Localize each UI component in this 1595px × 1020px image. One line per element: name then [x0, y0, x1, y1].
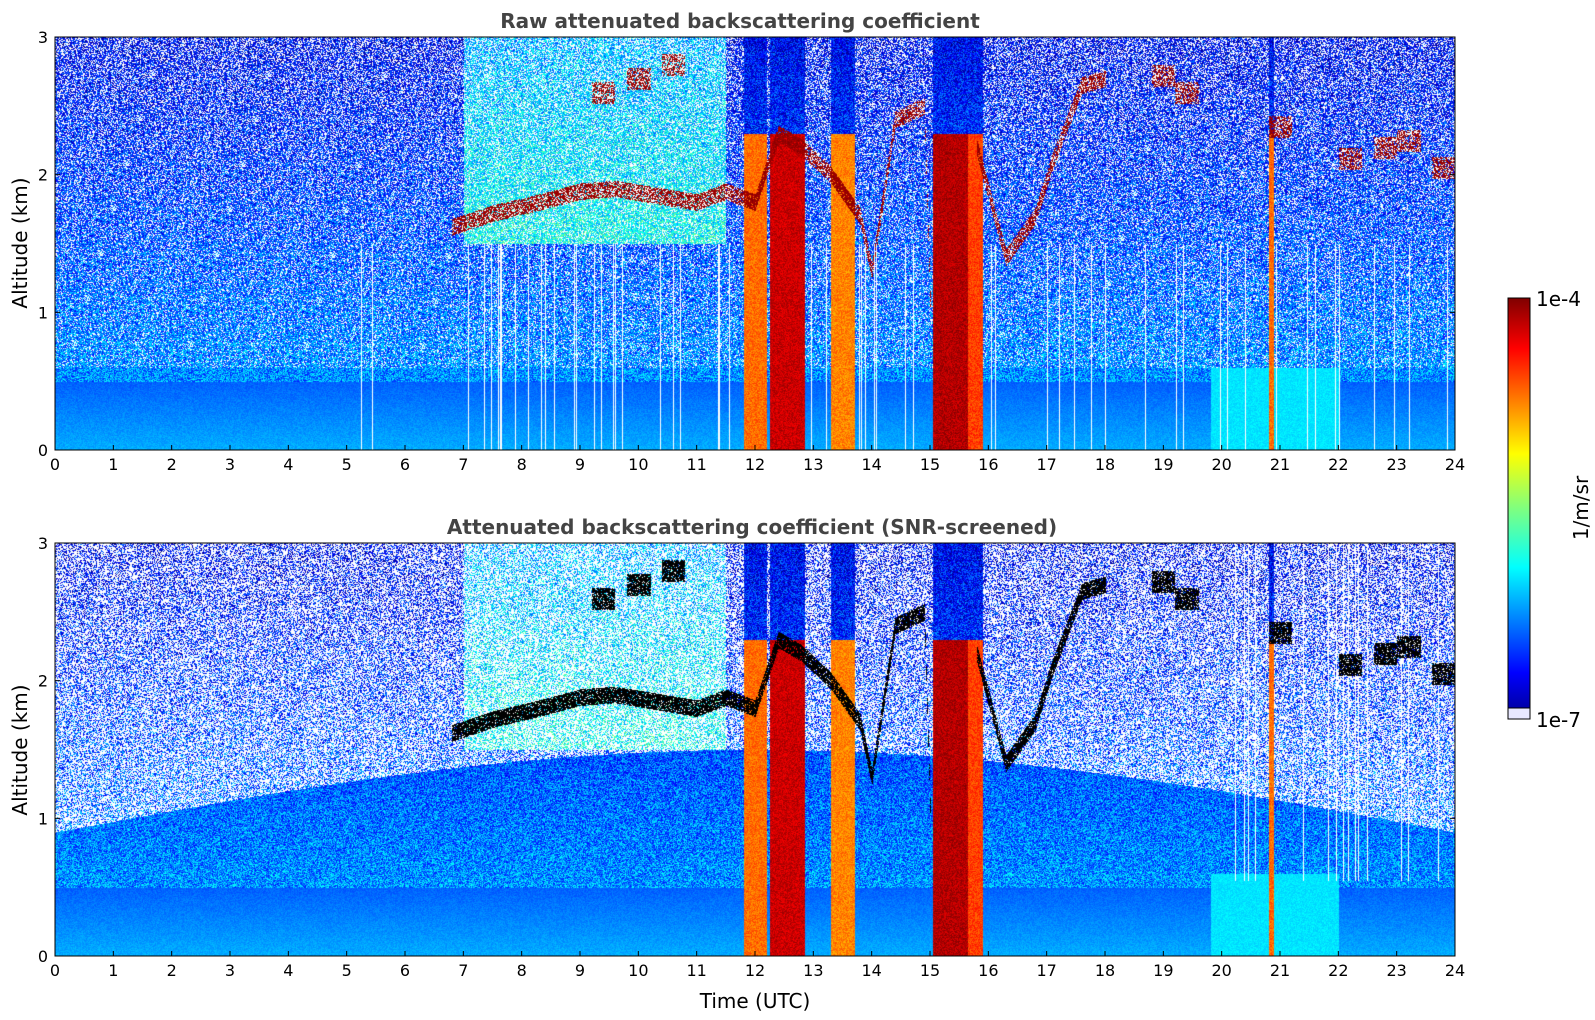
heatmap-screened — [55, 543, 1455, 956]
x-tick-label: 16 — [978, 961, 998, 980]
colorbar-gradient — [1507, 297, 1531, 720]
x-tick-label: 21 — [1270, 961, 1290, 980]
x-tick-label: 4 — [283, 961, 293, 980]
panel-screened: Attenuated backscattering coefficient (S… — [8, 515, 1465, 1013]
x-axis-label: Time (UTC) — [699, 989, 811, 1013]
x-tick-label: 10 — [628, 455, 648, 474]
x-tick-label: 17 — [1036, 455, 1056, 474]
x-tick-label: 11 — [686, 961, 706, 980]
x-tick-label: 21 — [1270, 455, 1290, 474]
x-tick-label: 23 — [1386, 961, 1406, 980]
y-tick-label: 1 — [38, 809, 48, 828]
colorbar-under-color — [1507, 707, 1531, 720]
x-tick-label: 3 — [225, 961, 235, 980]
x-tick-label: 15 — [920, 455, 940, 474]
y-tick-label: 1 — [38, 303, 48, 322]
axes: 0 1 2 3 4 5 6 7 8 9 10 11 12 13 14 15 16 17 18 19 20 21 22 23 24… — [38, 28, 1465, 474]
y-tick-label: 3 — [38, 28, 48, 47]
x-tick-label: 8 — [517, 455, 527, 474]
x-tick-label: 1 — [108, 961, 118, 980]
x-tick-label: 13 — [803, 961, 823, 980]
x-tick-label: 13 — [803, 455, 823, 474]
colorbar-max-label: 1e-4 — [1536, 287, 1581, 311]
x-tick-label: 10 — [628, 961, 648, 980]
x-tick-label: 2 — [167, 961, 177, 980]
x-tick-label: 18 — [1095, 455, 1115, 474]
x-tick-label: 8 — [517, 961, 527, 980]
x-tick-label: 14 — [861, 961, 881, 980]
x-tick-label: 20 — [1211, 961, 1231, 980]
x-tick-label: 22 — [1328, 961, 1348, 980]
y-axis-label: Altitude (km) — [8, 684, 32, 815]
x-tick-label: 2 — [167, 455, 177, 474]
panel-title: Attenuated backscattering coefficient (S… — [447, 515, 1057, 539]
x-tick-label: 14 — [861, 455, 881, 474]
y-tick-label: 2 — [38, 166, 48, 185]
x-tick-label: 22 — [1328, 455, 1348, 474]
x-tick-label: 7 — [458, 455, 468, 474]
x-tick-label: 17 — [1036, 961, 1056, 980]
x-tick-label: 12 — [745, 455, 765, 474]
x-tick-label: 19 — [1153, 961, 1173, 980]
axes: 0 1 2 3 4 5 6 7 8 9 10 11 12 13 14 15 16 17 18 19 20 21 22 23 24… — [38, 534, 1465, 980]
x-tick-label: 1 — [108, 455, 118, 474]
x-tick-label: 0 — [50, 961, 60, 980]
x-tick-label: 0 — [50, 455, 60, 474]
colorbar: 1e-4 1e-7 1/m/sr — [1507, 287, 1593, 732]
y-axis-label: Altitude (km) — [8, 177, 32, 308]
x-tick-label: 11 — [686, 455, 706, 474]
panel-title: Raw attenuated backscattering coefficien… — [500, 9, 980, 33]
x-tick-label: 23 — [1386, 455, 1406, 474]
x-tick-label: 16 — [978, 455, 998, 474]
x-tick-label: 5 — [342, 455, 352, 474]
x-tick-label: 19 — [1153, 455, 1173, 474]
x-tick-label: 12 — [745, 961, 765, 980]
x-tick-label: 20 — [1211, 455, 1231, 474]
x-tick-label: 24 — [1445, 455, 1465, 474]
colorbar-min-label: 1e-7 — [1536, 708, 1581, 732]
x-tick-label: 3 — [225, 455, 235, 474]
x-tick-label: 15 — [920, 961, 940, 980]
heatmap-raw — [55, 37, 1455, 450]
x-tick-label: 4 — [283, 455, 293, 474]
x-tick-label: 6 — [400, 455, 410, 474]
x-tick-label: 7 — [458, 961, 468, 980]
x-tick-label: 9 — [575, 455, 585, 474]
panel-raw: Raw attenuated backscattering coefficien… — [8, 9, 1465, 474]
y-tick-label: 0 — [38, 947, 48, 966]
x-tick-label: 6 — [400, 961, 410, 980]
colorbar-unit-label: 1/m/sr — [1569, 475, 1593, 540]
y-tick-label: 3 — [38, 534, 48, 553]
y-tick-label: 0 — [38, 441, 48, 460]
x-tick-label: 18 — [1095, 961, 1115, 980]
y-tick-label: 2 — [38, 672, 48, 691]
x-tick-label: 5 — [342, 961, 352, 980]
x-tick-label: 24 — [1445, 961, 1465, 980]
x-tick-label: 9 — [575, 961, 585, 980]
